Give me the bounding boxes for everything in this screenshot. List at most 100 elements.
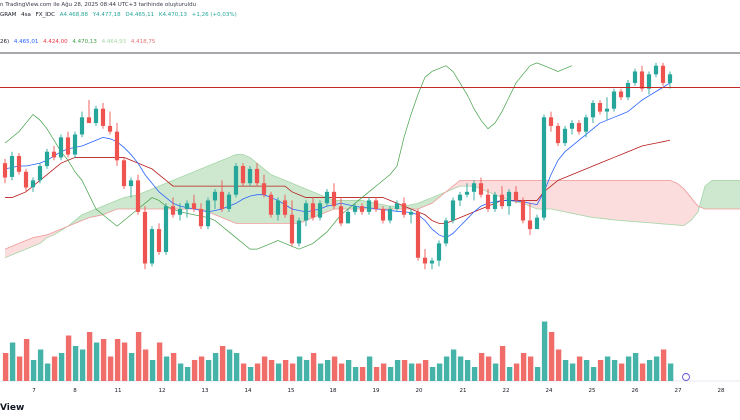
- interval-label[interactable]: 4sa: [21, 12, 31, 18]
- x-tick-label: 19: [373, 388, 380, 394]
- leading-span-b: [4, 179, 740, 250]
- volume-bar: [135, 332, 142, 381]
- volume-bar: [58, 353, 65, 381]
- volume-bar: [632, 353, 639, 381]
- x-tick-label: 20: [416, 388, 423, 394]
- volume-bar: [51, 356, 58, 381]
- candle-body: [121, 160, 127, 187]
- lagging-span: [4, 62, 573, 250]
- volume-bar: [184, 367, 191, 381]
- candle-body: [611, 91, 617, 109]
- volume-bar: [387, 367, 394, 381]
- volume-bar: [338, 363, 345, 381]
- volume-bar: [492, 363, 499, 381]
- volume-bar: [254, 363, 261, 381]
- cloud-segment: [649, 180, 656, 224]
- volume-bar: [611, 360, 618, 381]
- candle-body: [254, 168, 260, 184]
- candle-body: [142, 211, 148, 264]
- cloud-segment: [5, 246, 12, 258]
- volume-bar: [247, 367, 254, 381]
- candle-body: [590, 102, 596, 118]
- volume-bar: [282, 360, 289, 381]
- indicator-value-lagging: 4.470,13: [72, 39, 97, 45]
- cloud-segment: [152, 186, 159, 210]
- volume-bar: [317, 363, 324, 381]
- candle-body: [555, 125, 561, 144]
- x-tick-label: 8: [73, 388, 77, 394]
- volume-bar: [86, 332, 93, 381]
- cloud-segment: [705, 180, 712, 210]
- indicator-row[interactable]: 26) 4.465,01 4.424,00 4.470,13 4.464,93 …: [0, 39, 158, 45]
- candle-body: [93, 108, 99, 124]
- candle-body: [625, 82, 631, 98]
- volume-bar: [100, 339, 107, 381]
- candle-body: [415, 211, 421, 258]
- volume-bar: [415, 363, 422, 381]
- candle-body: [408, 211, 414, 215]
- x-tick-label: 21: [460, 388, 467, 394]
- indicator-name[interactable]: 26): [0, 39, 10, 45]
- cloud-segment: [180, 174, 187, 210]
- indicator-value-span-a: 4.464,93: [101, 39, 127, 45]
- candle-body: [485, 194, 491, 210]
- symbol-label[interactable]: GRAM: [0, 12, 17, 18]
- cloud-segment: [719, 180, 726, 210]
- candle-body: [492, 194, 498, 210]
- candle-body: [541, 117, 547, 218]
- brand-footer: View: [0, 403, 25, 413]
- candle-body: [37, 166, 43, 181]
- volume-bar: [345, 360, 352, 381]
- volume-bar: [667, 363, 674, 381]
- volume-bar: [471, 367, 478, 381]
- x-tick-label: 13: [202, 388, 209, 394]
- volume-bar: [660, 349, 667, 381]
- cloud-segment: [733, 180, 740, 210]
- volume-bar: [436, 363, 443, 381]
- candle-body: [58, 137, 64, 158]
- candle-body: [373, 200, 379, 210]
- volume-bar: [275, 363, 282, 381]
- cloud-segment: [89, 209, 96, 218]
- candle-body: [233, 166, 239, 195]
- candle-body: [457, 194, 463, 201]
- cloud-segment: [684, 188, 691, 226]
- volume-bar: [233, 353, 240, 381]
- volume-bar: [331, 356, 338, 381]
- ohlc-low: D4.465,11: [125, 12, 155, 18]
- candle-body: [583, 117, 589, 132]
- time-marker-icon: [682, 373, 690, 381]
- x-tick-label: 28: [718, 388, 725, 394]
- cloud-segment: [579, 180, 586, 217]
- x-tick-label: 11: [115, 388, 122, 394]
- candle-body: [268, 194, 274, 215]
- candle-body: [114, 131, 120, 161]
- candle-body: [30, 180, 36, 188]
- volume-bar: [646, 360, 653, 381]
- cloud-segment: [586, 180, 593, 218]
- candle-body: [471, 183, 477, 192]
- indicator-value-span-b: 4.418,75: [130, 39, 156, 45]
- volume-bar: [114, 339, 121, 381]
- volume-bar: [352, 367, 359, 381]
- volume-bar: [72, 346, 79, 381]
- volume-bar: [597, 360, 604, 381]
- candle-body: [639, 71, 645, 89]
- volume-bar: [93, 342, 100, 381]
- volume-bar: [457, 356, 464, 381]
- x-tick-label: 27: [675, 388, 682, 394]
- candle-body: [667, 74, 673, 83]
- ohlc-close: K4.470,13: [158, 12, 187, 18]
- candle-body: [212, 191, 218, 201]
- candle-body: [506, 191, 512, 207]
- cloud-segment: [677, 183, 684, 226]
- volume-bar: [149, 360, 156, 381]
- volume-bar: [373, 367, 380, 381]
- cloud-segment: [278, 177, 285, 224]
- ohlc-high: Y4.477,18: [92, 12, 121, 18]
- candle-body: [443, 220, 449, 244]
- cloud-segment: [187, 171, 194, 210]
- x-tick-label: 7: [32, 388, 36, 394]
- volume-bar: [562, 360, 569, 381]
